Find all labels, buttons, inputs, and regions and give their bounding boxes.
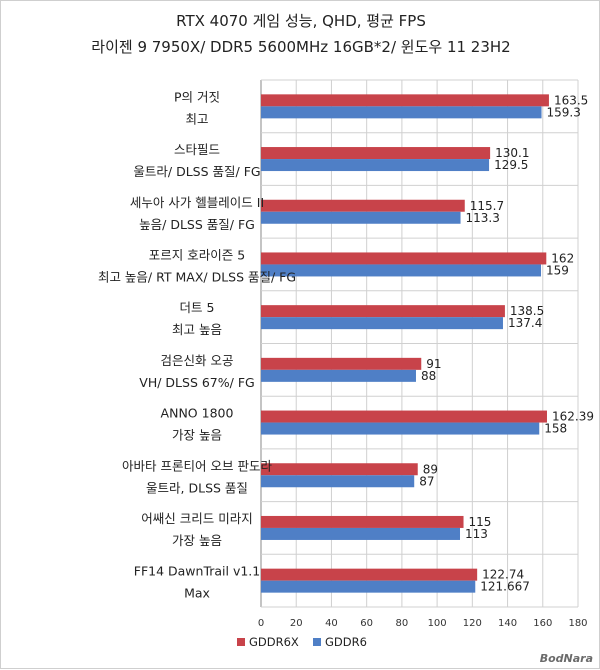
bar-gddr6-3 xyxy=(261,264,542,277)
value-label: 162.39 xyxy=(552,410,594,424)
bar-gddr6x-8 xyxy=(261,515,464,528)
bar-gddr6x-9 xyxy=(261,568,478,581)
legend: GDDR6X GDDR6 xyxy=(237,635,367,649)
x-tick-label: 60 xyxy=(360,618,373,629)
category-label: 세누아 사가 헬블레이드 II xyxy=(130,195,264,210)
value-label: 130.1 xyxy=(495,146,529,160)
bar-gddr6x-3 xyxy=(261,252,547,265)
bar-gddr6-4 xyxy=(261,317,503,330)
value-label: 162 xyxy=(551,251,574,265)
category-label: Max xyxy=(184,586,210,601)
value-label: 129.5 xyxy=(494,158,528,172)
value-label: 115 xyxy=(469,515,492,529)
value-label: 137.4 xyxy=(508,316,542,330)
category-label: 높음/ DLSS 품질/ FG xyxy=(139,217,255,232)
category-label: 가장 높음 xyxy=(172,533,222,548)
value-label: 158 xyxy=(544,422,567,436)
legend-label: GDDR6X xyxy=(249,635,299,649)
category-label: 가장 높음 xyxy=(172,428,222,443)
bar-gddr6x-5 xyxy=(261,357,422,370)
legend-label: GDDR6 xyxy=(325,635,367,649)
legend-swatch-gddr6x xyxy=(237,638,245,646)
category-label: ANNO 1800 xyxy=(161,406,234,421)
category-label: 아바타 프론티어 오브 판도라 xyxy=(122,458,272,473)
value-label: 91 xyxy=(426,357,441,371)
category-label: 스타필드 xyxy=(174,142,220,157)
chart-title: RTX 4070 게임 성능, QHD, 평균 FPS xyxy=(176,12,426,30)
bar-gddr6-9 xyxy=(261,580,476,593)
bar-gddr6-7 xyxy=(261,475,415,488)
value-label: 89 xyxy=(423,462,438,476)
bar-gddr6x-2 xyxy=(261,199,465,212)
category-label: 최고 높음/ RT MAX/ DLSS 품질/ FG xyxy=(98,269,296,284)
bar-gddr6-1 xyxy=(261,159,490,172)
value-label: 115.7 xyxy=(470,199,504,213)
x-tick-label: 120 xyxy=(463,618,482,629)
bar-gddr6-2 xyxy=(261,211,461,224)
bar-gddr6-6 xyxy=(261,422,540,435)
value-label: 121.667 xyxy=(480,580,530,594)
bar-gddr6x-0 xyxy=(261,94,549,107)
bar-gddr6x-6 xyxy=(261,410,547,423)
bar-gddr6-0 xyxy=(261,106,542,119)
category-label: 최고 높음 xyxy=(172,322,222,337)
category-label: 울트라/ DLSS 품질/ FG xyxy=(133,164,260,179)
bar-gddr6-8 xyxy=(261,527,461,540)
value-label: 163.5 xyxy=(554,93,588,107)
value-label: 122.74 xyxy=(482,568,524,582)
bar-gddr6-5 xyxy=(261,369,416,382)
x-tick-label: 100 xyxy=(428,618,447,629)
bar-gddr6x-1 xyxy=(261,147,491,160)
x-tick-label: 20 xyxy=(290,618,303,629)
category-label: 최고 xyxy=(185,111,208,126)
category-label: FF14 DawnTrail v1.1 xyxy=(134,564,260,579)
value-label: 88 xyxy=(421,369,436,383)
category-label: VH/ DLSS 67%/ FG xyxy=(139,375,254,390)
x-tick-label: 160 xyxy=(533,618,552,629)
bar-gddr6x-4 xyxy=(261,305,505,318)
chart-subtitle: 라이젠 9 7950X/ DDR5 5600MHz 16GB*2/ 윈도우 11… xyxy=(91,38,510,56)
x-tick-label: 180 xyxy=(568,618,587,629)
x-tick-label: 40 xyxy=(325,618,338,629)
value-label: 87 xyxy=(419,474,434,488)
category-label: 검은신화 오공 xyxy=(161,353,234,368)
value-label: 113 xyxy=(465,527,488,541)
category-label: 포르지 호라이즌 5 xyxy=(149,247,245,262)
x-tick-label: 140 xyxy=(498,618,517,629)
category-label: 어쌔신 크리드 미라지 xyxy=(141,511,252,526)
value-label: 138.5 xyxy=(510,304,544,318)
watermark-logo: BodNara xyxy=(540,652,593,665)
category-label: 울트라, DLSS 품질 xyxy=(146,480,248,495)
category-label: 더트 5 xyxy=(180,300,215,315)
category-label: P의 거짓 xyxy=(174,89,220,104)
x-tick-label: 0 xyxy=(258,618,264,629)
x-tick-label: 80 xyxy=(396,618,409,629)
value-label: 159.3 xyxy=(547,105,581,119)
x-axis-ticks: 0 20 40 60 80 100 120 140 160 180 xyxy=(258,618,588,629)
bar-gddr6x-7 xyxy=(261,463,418,476)
value-label: 159 xyxy=(546,263,569,277)
value-label: 113.3 xyxy=(466,211,500,225)
legend-swatch-gddr6 xyxy=(313,638,321,646)
